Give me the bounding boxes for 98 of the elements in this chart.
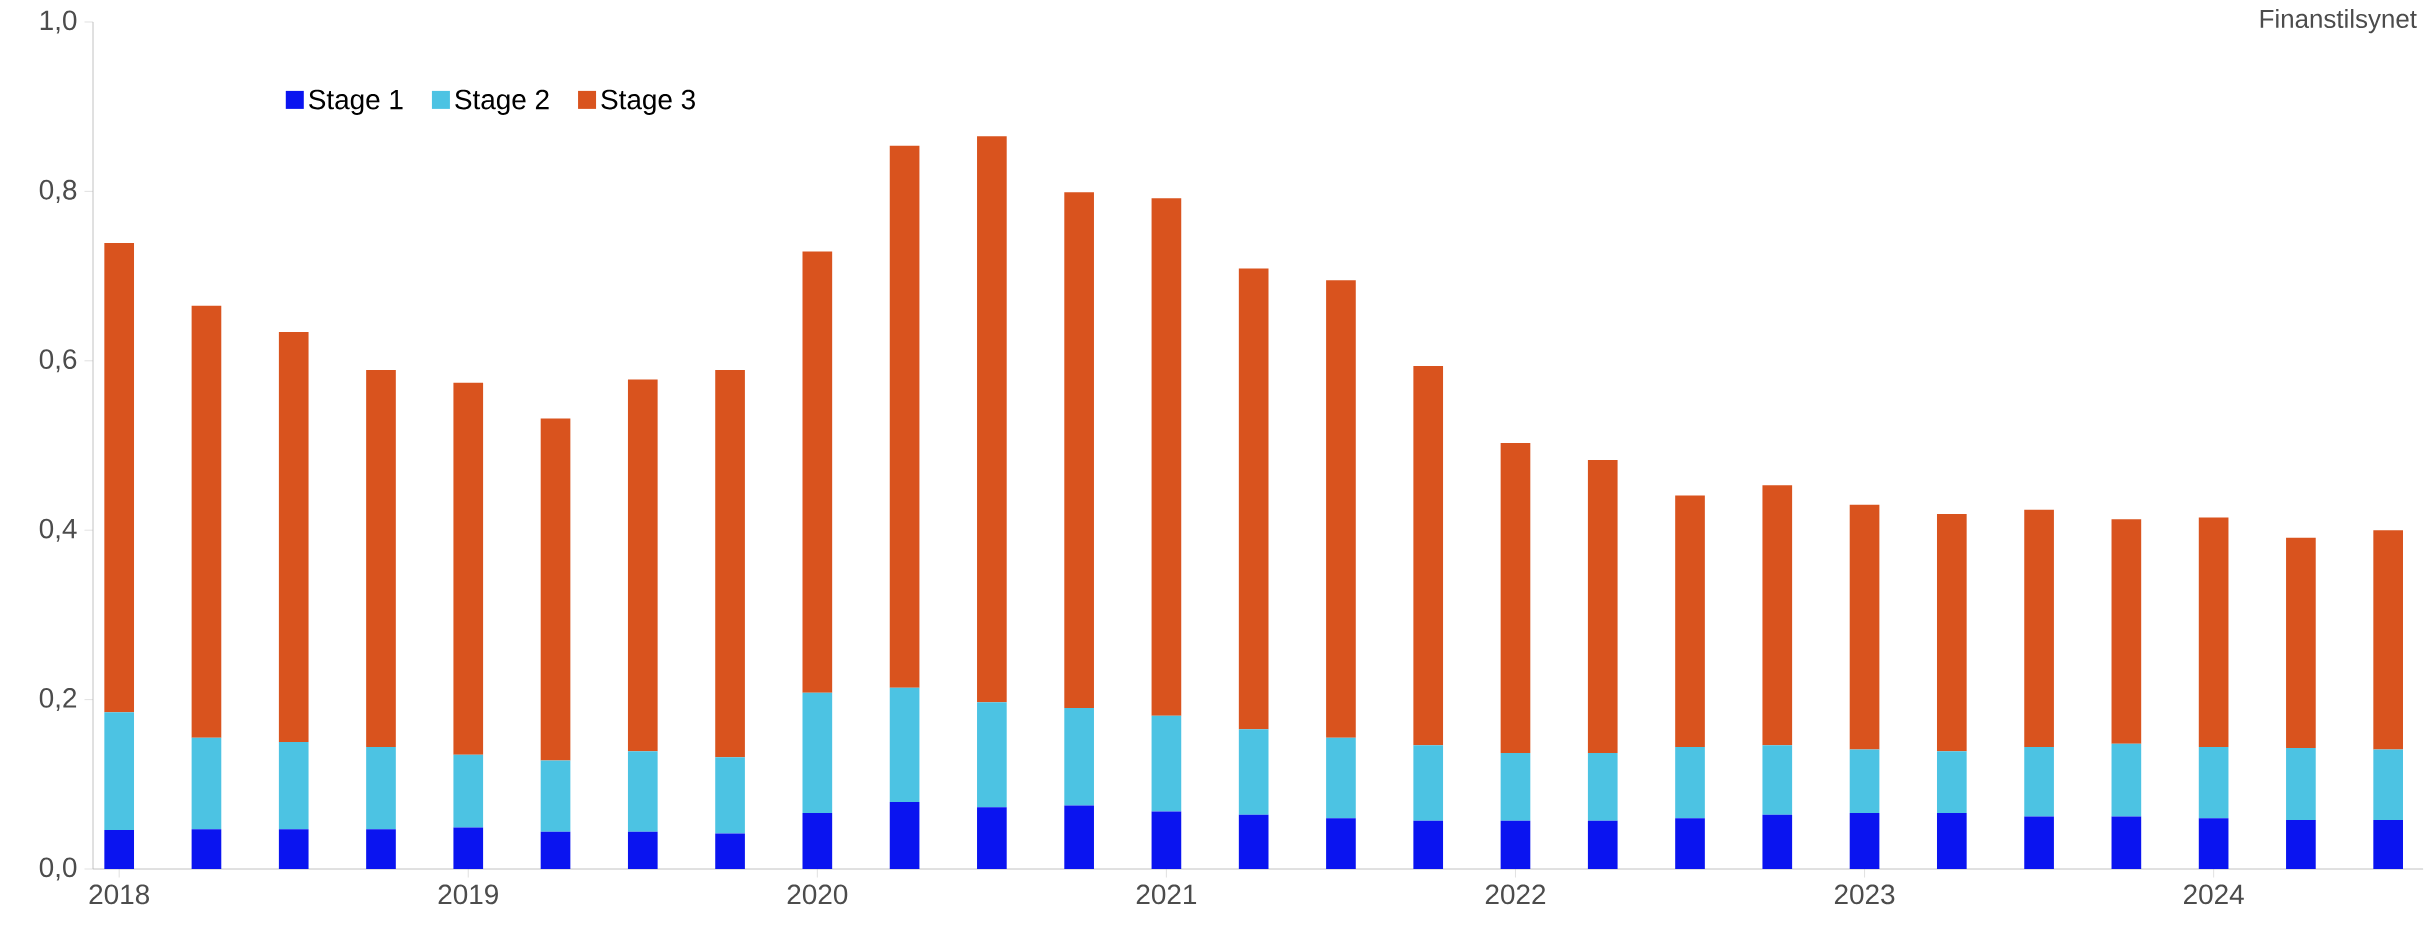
legend-label: Stage 3 (601, 89, 695, 115)
bar (2024, 747, 2054, 817)
bar (802, 813, 833, 869)
bar (366, 747, 396, 830)
bar (802, 692, 833, 814)
legend-label: Stage 1 (309, 89, 403, 115)
bar (1326, 280, 1356, 738)
bar (191, 829, 222, 869)
bar (1413, 365, 1444, 746)
bar (2198, 747, 2229, 819)
bar (2286, 537, 2316, 748)
bar (889, 802, 920, 869)
bar (2111, 816, 2142, 869)
bar (1326, 737, 1356, 819)
bar (104, 243, 135, 713)
bar (627, 379, 658, 752)
bar (1064, 708, 1094, 806)
bar (715, 370, 745, 758)
bar (540, 760, 571, 832)
bar (715, 757, 745, 834)
bar (2373, 749, 2403, 820)
bar (627, 751, 658, 832)
bar (453, 382, 484, 755)
x-tick-label: 2022 (1485, 884, 1546, 905)
bar (1500, 820, 1531, 869)
bar (2024, 509, 2054, 748)
bar (104, 712, 135, 831)
bar (1413, 745, 1444, 821)
y-tick-label: 0,6 (39, 349, 77, 373)
bar (1587, 752, 1618, 821)
bar (1675, 818, 1705, 869)
bar (104, 830, 135, 869)
bar (1587, 820, 1618, 869)
bar (1936, 813, 1967, 869)
bar (191, 737, 222, 830)
x-tick-label: 2020 (787, 884, 848, 905)
bar (1500, 752, 1531, 821)
y-tick-label: 0,2 (39, 688, 77, 712)
bar (1587, 459, 1618, 753)
bar (2111, 743, 2142, 817)
y-tick-label: 0,8 (39, 179, 77, 203)
bar (1151, 198, 1182, 716)
x-tick-label: 2021 (1136, 884, 1197, 905)
bar (1064, 192, 1094, 709)
bar (1936, 751, 1967, 814)
x-tick-label: 2019 (438, 884, 498, 905)
bar (977, 702, 1007, 808)
bar (540, 418, 571, 761)
bar (1849, 504, 1880, 750)
bar (1151, 811, 1182, 869)
bar (278, 741, 309, 830)
y-tick-label: 0,4 (39, 518, 77, 542)
y-tick-label: 0,0 (39, 857, 77, 881)
bar (2286, 747, 2316, 820)
bar (1326, 818, 1356, 869)
bar (1849, 813, 1880, 869)
bar (1500, 442, 1531, 753)
x-tick-label: 2018 (89, 884, 149, 905)
bar (1675, 495, 1705, 748)
bar (1675, 747, 1705, 819)
bar (278, 332, 309, 742)
bar (977, 807, 1007, 869)
bar (2286, 819, 2316, 869)
bar (1064, 805, 1094, 869)
bar (715, 833, 745, 869)
bar (1762, 745, 1793, 815)
x-tick-label: 2023 (1834, 884, 1895, 905)
bar (540, 831, 571, 869)
bar (2198, 818, 2229, 869)
bar (2373, 819, 2403, 869)
bar (1936, 514, 1967, 752)
annotation: Finanstilsynet (2260, 9, 2417, 34)
bar (977, 136, 1007, 703)
bar (889, 145, 920, 688)
bar (1762, 814, 1793, 869)
bar (1238, 268, 1269, 730)
x-tick-label: 2024 (2184, 884, 2244, 905)
bar (1762, 485, 1793, 746)
bar (1849, 749, 1880, 814)
bar (627, 831, 658, 869)
bar (453, 754, 484, 828)
bar (2111, 519, 2142, 744)
bar (1238, 814, 1269, 869)
bar (278, 829, 309, 869)
bar (802, 251, 833, 693)
bar (2373, 530, 2403, 750)
y-tick-label: 1,0 (40, 10, 77, 34)
legend-label: Stage 2 (455, 89, 549, 115)
bar (1238, 729, 1269, 815)
bar (1413, 820, 1444, 869)
bar (2024, 816, 2054, 869)
bar (191, 305, 222, 738)
bar (453, 827, 484, 869)
bar (1151, 715, 1182, 812)
bar (889, 687, 920, 803)
bar (366, 370, 396, 748)
bar (366, 829, 396, 869)
bar (2198, 517, 2229, 748)
